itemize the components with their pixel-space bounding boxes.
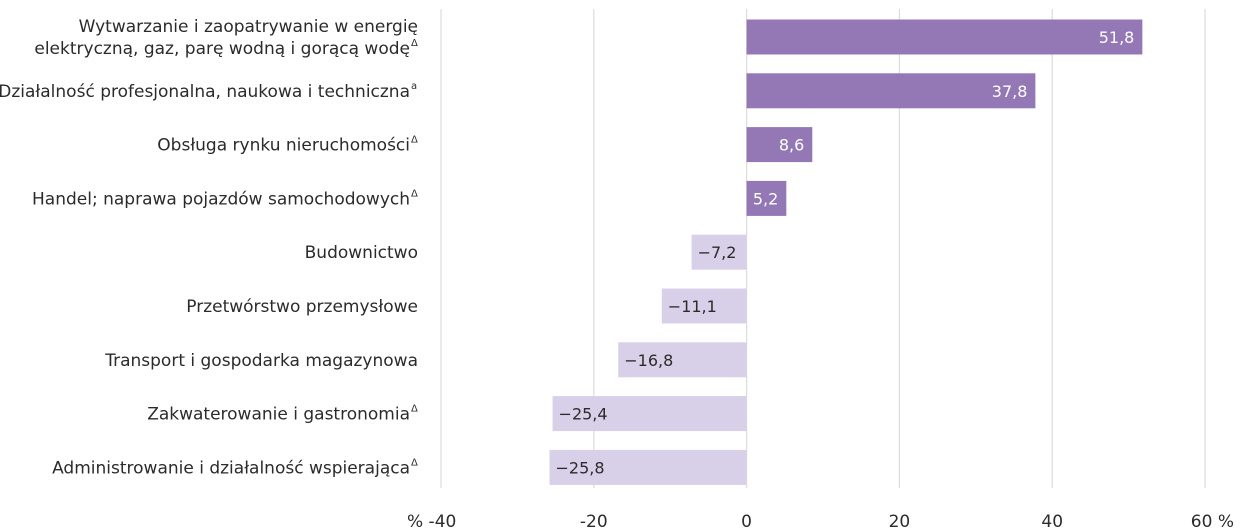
category-label: Zakwaterowanie i gastronomia bbox=[147, 405, 410, 425]
data-label: −11,1 bbox=[668, 297, 717, 316]
category-label: Administrowanie i działalność wspierając… bbox=[52, 458, 410, 478]
footnote-marker: a bbox=[411, 81, 417, 92]
data-label: 37,8 bbox=[992, 82, 1028, 101]
bar bbox=[618, 342, 747, 378]
category-label: Przetwórstwo przemysłowe bbox=[186, 297, 418, 317]
footnote-marker: Δ bbox=[411, 188, 418, 199]
bar bbox=[691, 234, 747, 270]
bar bbox=[746, 127, 813, 163]
bar bbox=[549, 449, 747, 485]
bar bbox=[746, 19, 1143, 55]
x-tick-label: 20 bbox=[889, 512, 911, 530]
category-label: Handel; naprawa pojazdów samochodowych bbox=[32, 189, 410, 209]
data-label: 8,6 bbox=[779, 136, 804, 155]
x-tick-label: -20 bbox=[580, 512, 608, 530]
x-axis: % -40 -20 0 20 40 60 % bbox=[407, 512, 1234, 530]
footnote-marker: Δ bbox=[411, 404, 418, 415]
category-labels: Wytwarzanie i zaopatrywanie w energięele… bbox=[0, 17, 418, 478]
category-label: Transport i gospodarka magazynowa bbox=[104, 351, 418, 371]
category-label: Działalność profesjonalna, naukowa i tec… bbox=[0, 82, 410, 102]
data-label: −7,2 bbox=[698, 243, 737, 262]
x-tick-label: 40 bbox=[1041, 512, 1063, 530]
category-label: Obsługa rynku nieruchomości bbox=[157, 136, 410, 156]
footnote-marker: Δ bbox=[411, 38, 418, 49]
data-label: 51,8 bbox=[1099, 28, 1135, 47]
bar bbox=[661, 288, 747, 324]
bars: 51,8 37,8 8,6 5,2 −7,2 −11,1 −16,8 −25,4 −25,8 bbox=[549, 19, 1143, 485]
footnote-marker: Δ bbox=[411, 135, 418, 146]
x-tick-label: % -40 bbox=[407, 512, 456, 530]
data-label: −16,8 bbox=[624, 351, 673, 370]
bar bbox=[746, 180, 787, 216]
x-tick-label: 0 bbox=[741, 512, 752, 530]
data-label: −25,8 bbox=[555, 458, 604, 477]
data-label: −25,4 bbox=[559, 405, 608, 424]
bar bbox=[552, 396, 747, 432]
x-tick-label: 60 % bbox=[1191, 512, 1234, 530]
category-label: elektryczną, gaz, parę wodną i gorącą wo… bbox=[34, 39, 410, 59]
data-label: 5,2 bbox=[753, 189, 778, 208]
bar bbox=[746, 73, 1036, 109]
footnote-marker: Δ bbox=[411, 457, 418, 468]
category-label: Wytwarzanie i zaopatrywanie w energię bbox=[79, 17, 418, 37]
category-label: Budownictwo bbox=[305, 243, 418, 263]
